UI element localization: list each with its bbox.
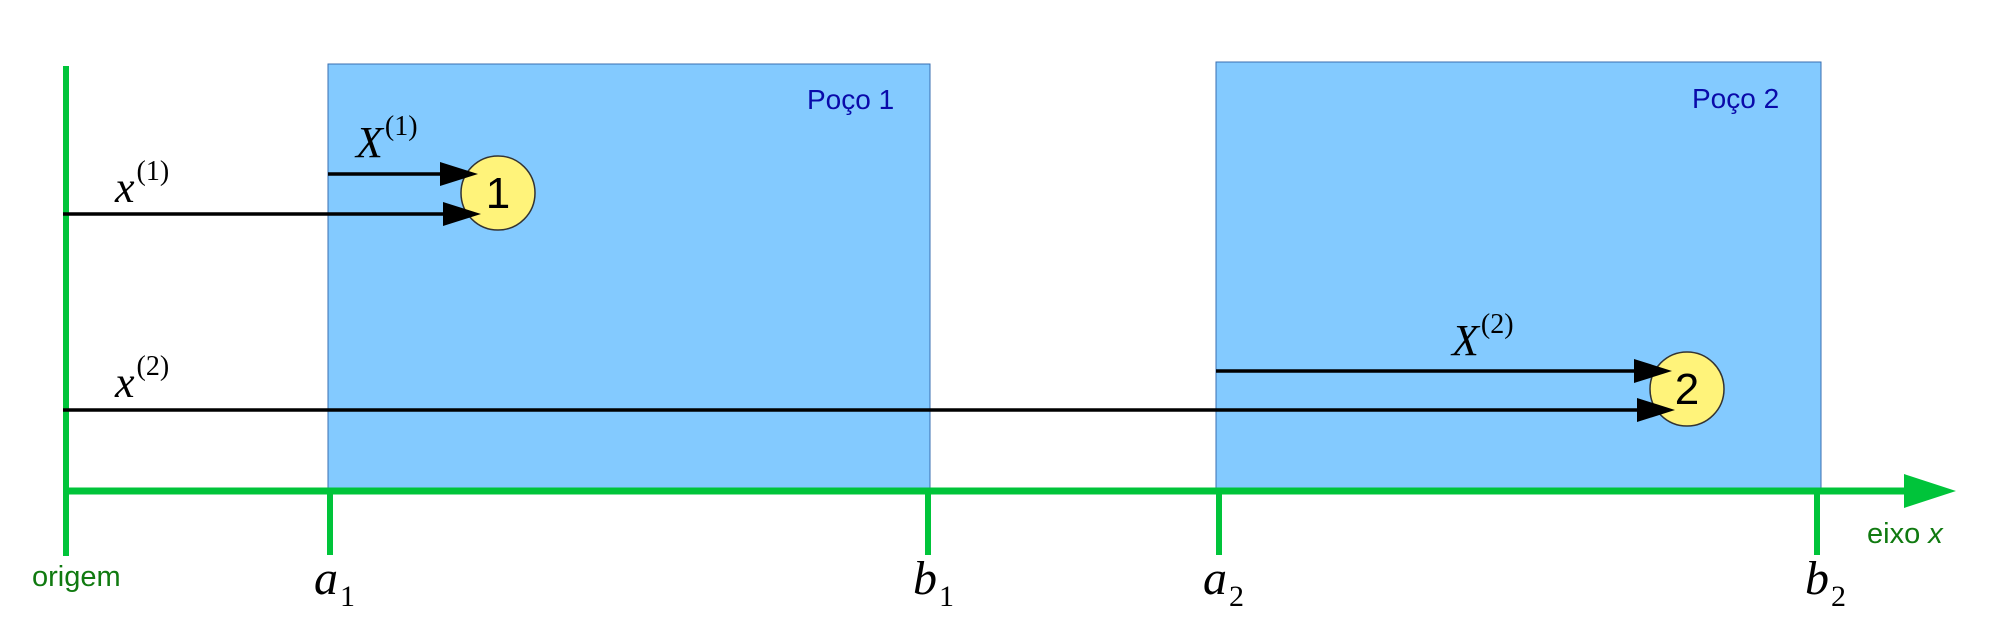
tick-label-a2-sub: 2 xyxy=(1229,580,1244,613)
vector-label-x1-sup: (1) xyxy=(137,156,170,187)
well-2-label: Poço 2 xyxy=(1692,83,1779,114)
tick-label-b2: b2 xyxy=(1805,552,1846,613)
vector-label-x2-sup: (2) xyxy=(137,351,170,382)
vector-label-X1-sup: (1) xyxy=(385,111,418,142)
tick-label-b2-sub: 2 xyxy=(1831,580,1846,613)
tick-label-a1-sub: 1 xyxy=(340,580,355,613)
tick-label-a1: a1 xyxy=(314,552,355,613)
vector-label-X2: X(2) xyxy=(1450,309,1514,365)
vector-label-x1-base: x xyxy=(114,163,135,212)
vector-label-x1: x(1) xyxy=(114,156,169,212)
vector-x1-arrowhead xyxy=(443,202,481,226)
vector-label-X1: X(1) xyxy=(354,111,418,167)
x-axis-arrowhead xyxy=(1904,474,1956,508)
vector-label-x2: x(2) xyxy=(114,351,169,407)
particle-1-label: 1 xyxy=(486,169,510,218)
vector-label-X1-base: X xyxy=(354,118,385,167)
axis-label-prefix: eixo xyxy=(1867,518,1928,550)
vector-x2-arrowhead xyxy=(1637,398,1675,422)
vector-X1-arrowhead xyxy=(440,162,478,186)
particle-2-label: 2 xyxy=(1675,365,1699,414)
vector-label-x2-base: x xyxy=(114,358,135,407)
well-1-box xyxy=(327,63,931,495)
particle-1-circle xyxy=(460,155,536,231)
vector-label-X2-base: X xyxy=(1450,316,1481,365)
axis-label-var: x xyxy=(1926,518,1944,550)
origin-label: origem xyxy=(32,561,121,593)
axis-label: eixo x xyxy=(1867,518,1944,550)
tick-label-b2-base: b xyxy=(1805,552,1829,605)
well-1-label: Poço 1 xyxy=(807,84,894,115)
vector-label-X2-sup: (2) xyxy=(1481,309,1514,340)
tick-label-b1-base: b xyxy=(913,552,937,605)
tick-label-b1-sub: 1 xyxy=(939,580,954,613)
tick-label-a2-base: a xyxy=(1203,552,1227,605)
tick-label-a2: a2 xyxy=(1203,552,1244,613)
tick-label-b1: b1 xyxy=(913,552,954,613)
vector-X2-arrowhead xyxy=(1634,359,1672,383)
well-2-box xyxy=(1215,61,1822,495)
tick-label-a1-base: a xyxy=(314,552,338,605)
